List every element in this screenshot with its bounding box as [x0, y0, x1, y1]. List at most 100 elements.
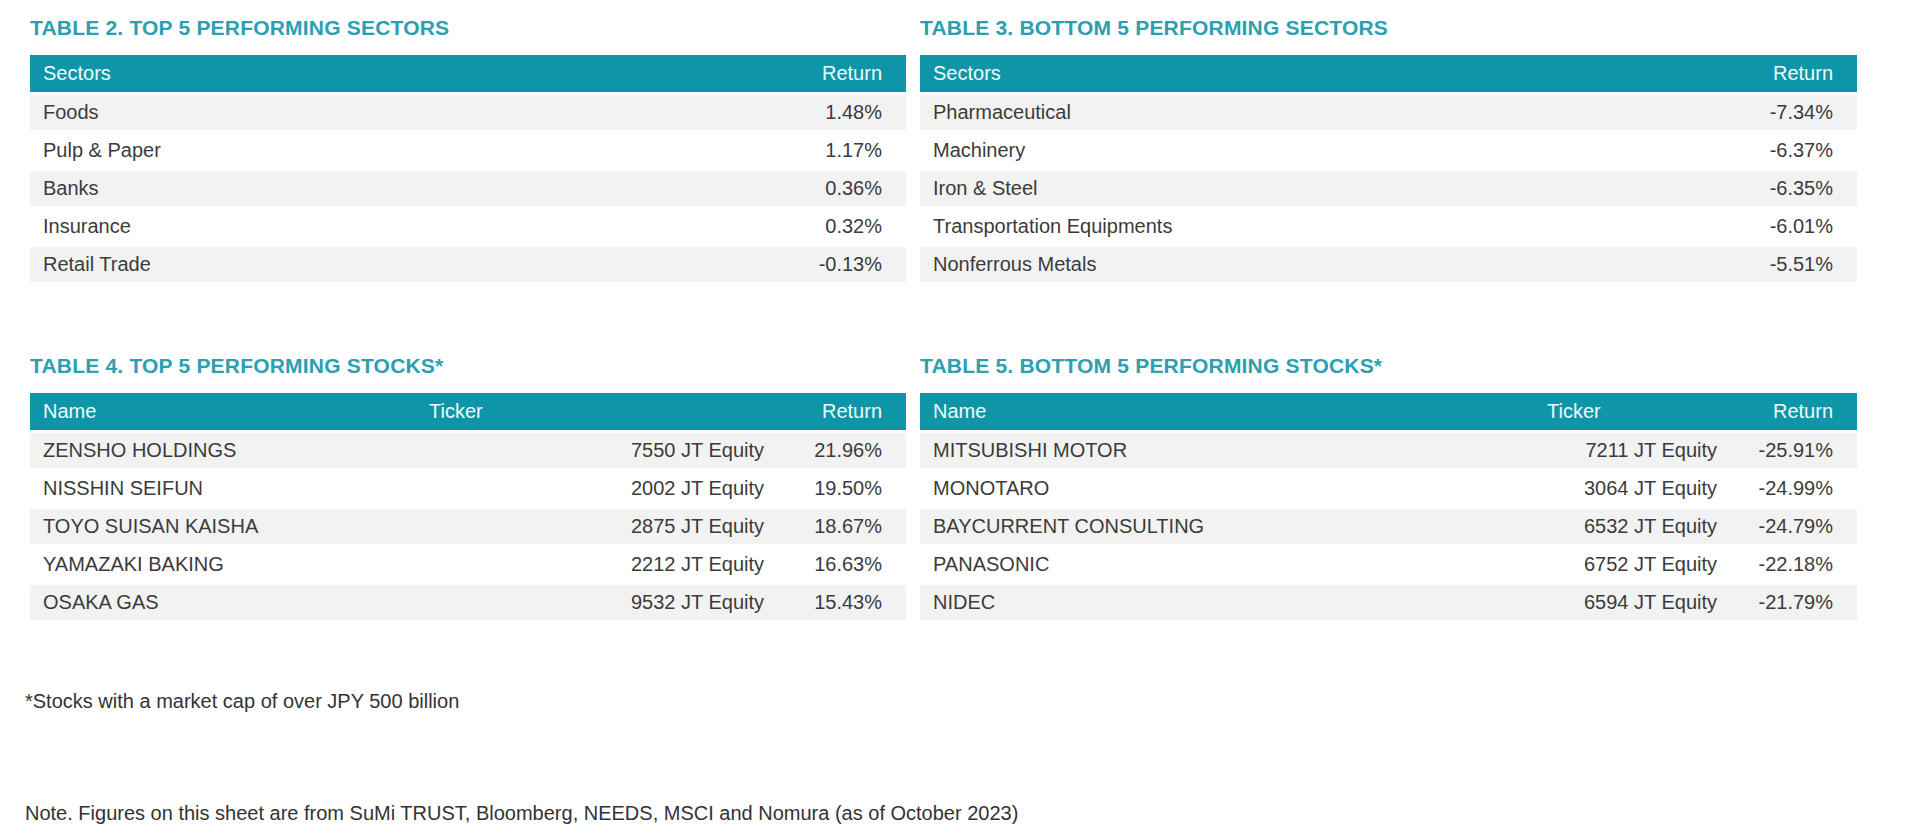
stock-name: TOYO SUISAN KAISHA: [30, 507, 425, 545]
sector-return: 0.36%: [746, 169, 906, 207]
column-header-ticker: Ticker: [425, 393, 770, 431]
table-header-row: Name Ticker Return: [30, 393, 906, 431]
bottom-sectors-body: Pharmaceutical -7.34% Machinery -6.37% I…: [920, 93, 1857, 283]
bottom-stocks-table: Name Ticker Return MITSUBISHI MOTOR 7211…: [920, 393, 1857, 623]
table-row: YAMAZAKI BAKING 2212 JT Equity 16.63%: [30, 545, 906, 583]
table-row: Transportation Equipments -6.01%: [920, 207, 1857, 245]
table-header-row: Sectors Return: [920, 55, 1857, 93]
column-header-sectors: Sectors: [30, 55, 746, 93]
stock-return: 15.43%: [770, 583, 906, 621]
performance-sheet: TABLE 2. TOP 5 PERFORMING SECTORS Sector…: [0, 0, 1920, 836]
sector-name: Foods: [30, 93, 746, 131]
sector-name: Insurance: [30, 207, 746, 245]
table-row: Pulp & Paper 1.17%: [30, 131, 906, 169]
stock-name: MONOTARO: [920, 469, 1543, 507]
stock-ticker: 9532 JT Equity: [425, 583, 770, 621]
sector-return: 0.32%: [746, 207, 906, 245]
stock-ticker: 6594 JT Equity: [1543, 583, 1723, 621]
sector-name: Iron & Steel: [920, 169, 1697, 207]
stock-ticker: 3064 JT Equity: [1543, 469, 1723, 507]
sector-name: Retail Trade: [30, 245, 746, 283]
stock-ticker: 7211 JT Equity: [1543, 431, 1723, 469]
column-header-return: Return: [1697, 55, 1857, 93]
table-row: BAYCURRENT CONSULTING 6532 JT Equity -24…: [920, 507, 1857, 545]
top-stocks-body: ZENSHO HOLDINGS 7550 JT Equity 21.96% NI…: [30, 431, 906, 621]
column-header-name: Name: [30, 393, 425, 431]
top-sectors-table: Sectors Return Foods 1.48% Pulp & Paper …: [30, 55, 906, 285]
sector-return: -6.01%: [1697, 207, 1857, 245]
sector-name: Transportation Equipments: [920, 207, 1697, 245]
sector-return: 1.48%: [746, 93, 906, 131]
table-row: Nonferrous Metals -5.51%: [920, 245, 1857, 283]
stock-name: YAMAZAKI BAKING: [30, 545, 425, 583]
table-row: Banks 0.36%: [30, 169, 906, 207]
bottom-sectors-title: TABLE 3. BOTTOM 5 PERFORMING SECTORS: [920, 14, 1857, 42]
top-sectors-section: TABLE 2. TOP 5 PERFORMING SECTORS Sector…: [30, 14, 906, 285]
sector-name: Nonferrous Metals: [920, 245, 1697, 283]
table-row: MITSUBISHI MOTOR 7211 JT Equity -25.91%: [920, 431, 1857, 469]
stock-return: 21.96%: [770, 431, 906, 469]
top-stocks-table: Name Ticker Return ZENSHO HOLDINGS 7550 …: [30, 393, 906, 623]
top-sectors-body: Foods 1.48% Pulp & Paper 1.17% Banks 0.3…: [30, 93, 906, 283]
stock-return: -21.79%: [1723, 583, 1857, 621]
table-row: Retail Trade -0.13%: [30, 245, 906, 283]
sector-return: -6.37%: [1697, 131, 1857, 169]
table-header-row: Name Ticker Return: [920, 393, 1857, 431]
sector-return: -0.13%: [746, 245, 906, 283]
sector-return: -6.35%: [1697, 169, 1857, 207]
stock-name: BAYCURRENT CONSULTING: [920, 507, 1543, 545]
stock-name: NIDEC: [920, 583, 1543, 621]
stock-name: MITSUBISHI MOTOR: [920, 431, 1543, 469]
sector-return: -5.51%: [1697, 245, 1857, 283]
table-row: Pharmaceutical -7.34%: [920, 93, 1857, 131]
bottom-stocks-title: TABLE 5. BOTTOM 5 PERFORMING STOCKS*: [920, 352, 1857, 380]
table-row: Foods 1.48%: [30, 93, 906, 131]
table-row: ZENSHO HOLDINGS 7550 JT Equity 21.96%: [30, 431, 906, 469]
column-header-return: Return: [770, 393, 906, 431]
column-header-sectors: Sectors: [920, 55, 1697, 93]
table-row: MONOTARO 3064 JT Equity -24.99%: [920, 469, 1857, 507]
column-header-return: Return: [746, 55, 906, 93]
table-row: NISSHIN SEIFUN 2002 JT Equity 19.50%: [30, 469, 906, 507]
stock-name: OSAKA GAS: [30, 583, 425, 621]
stock-ticker: 7550 JT Equity: [425, 431, 770, 469]
stock-return: 18.67%: [770, 507, 906, 545]
stock-ticker: 2875 JT Equity: [425, 507, 770, 545]
stock-ticker: 2212 JT Equity: [425, 545, 770, 583]
stock-name: PANASONIC: [920, 545, 1543, 583]
table-row: TOYO SUISAN KAISHA 2875 JT Equity 18.67%: [30, 507, 906, 545]
bottom-stocks-body: MITSUBISHI MOTOR 7211 JT Equity -25.91% …: [920, 431, 1857, 621]
stock-return: 19.50%: [770, 469, 906, 507]
sector-name: Pharmaceutical: [920, 93, 1697, 131]
top-sectors-title: TABLE 2. TOP 5 PERFORMING SECTORS: [30, 14, 906, 42]
table-row: Machinery -6.37%: [920, 131, 1857, 169]
sector-name: Banks: [30, 169, 746, 207]
stock-return: -24.79%: [1723, 507, 1857, 545]
column-header-ticker: Ticker: [1543, 393, 1723, 431]
table-row: Iron & Steel -6.35%: [920, 169, 1857, 207]
column-header-name: Name: [920, 393, 1543, 431]
sector-name: Pulp & Paper: [30, 131, 746, 169]
stock-name: NISSHIN SEIFUN: [30, 469, 425, 507]
source-note: Note. Figures on this sheet are from SuM…: [25, 802, 1018, 825]
stock-name: ZENSHO HOLDINGS: [30, 431, 425, 469]
sector-return: -7.34%: [1697, 93, 1857, 131]
table-header-row: Sectors Return: [30, 55, 906, 93]
stock-ticker: 6532 JT Equity: [1543, 507, 1723, 545]
table-row: Insurance 0.32%: [30, 207, 906, 245]
top-stocks-section: TABLE 4. TOP 5 PERFORMING STOCKS* Name T…: [30, 352, 906, 623]
market-cap-footnote: *Stocks with a market cap of over JPY 50…: [25, 690, 459, 713]
stock-return: 16.63%: [770, 545, 906, 583]
stock-return: -22.18%: [1723, 545, 1857, 583]
bottom-sectors-section: TABLE 3. BOTTOM 5 PERFORMING SECTORS Sec…: [920, 14, 1857, 285]
bottom-stocks-section: TABLE 5. BOTTOM 5 PERFORMING STOCKS* Nam…: [920, 352, 1857, 623]
top-stocks-title: TABLE 4. TOP 5 PERFORMING STOCKS*: [30, 352, 906, 380]
stock-return: -24.99%: [1723, 469, 1857, 507]
stock-return: -25.91%: [1723, 431, 1857, 469]
table-row: OSAKA GAS 9532 JT Equity 15.43%: [30, 583, 906, 621]
stock-ticker: 6752 JT Equity: [1543, 545, 1723, 583]
bottom-sectors-table: Sectors Return Pharmaceutical -7.34% Mac…: [920, 55, 1857, 285]
sector-name: Machinery: [920, 131, 1697, 169]
table-row: NIDEC 6594 JT Equity -21.79%: [920, 583, 1857, 621]
table-row: PANASONIC 6752 JT Equity -22.18%: [920, 545, 1857, 583]
